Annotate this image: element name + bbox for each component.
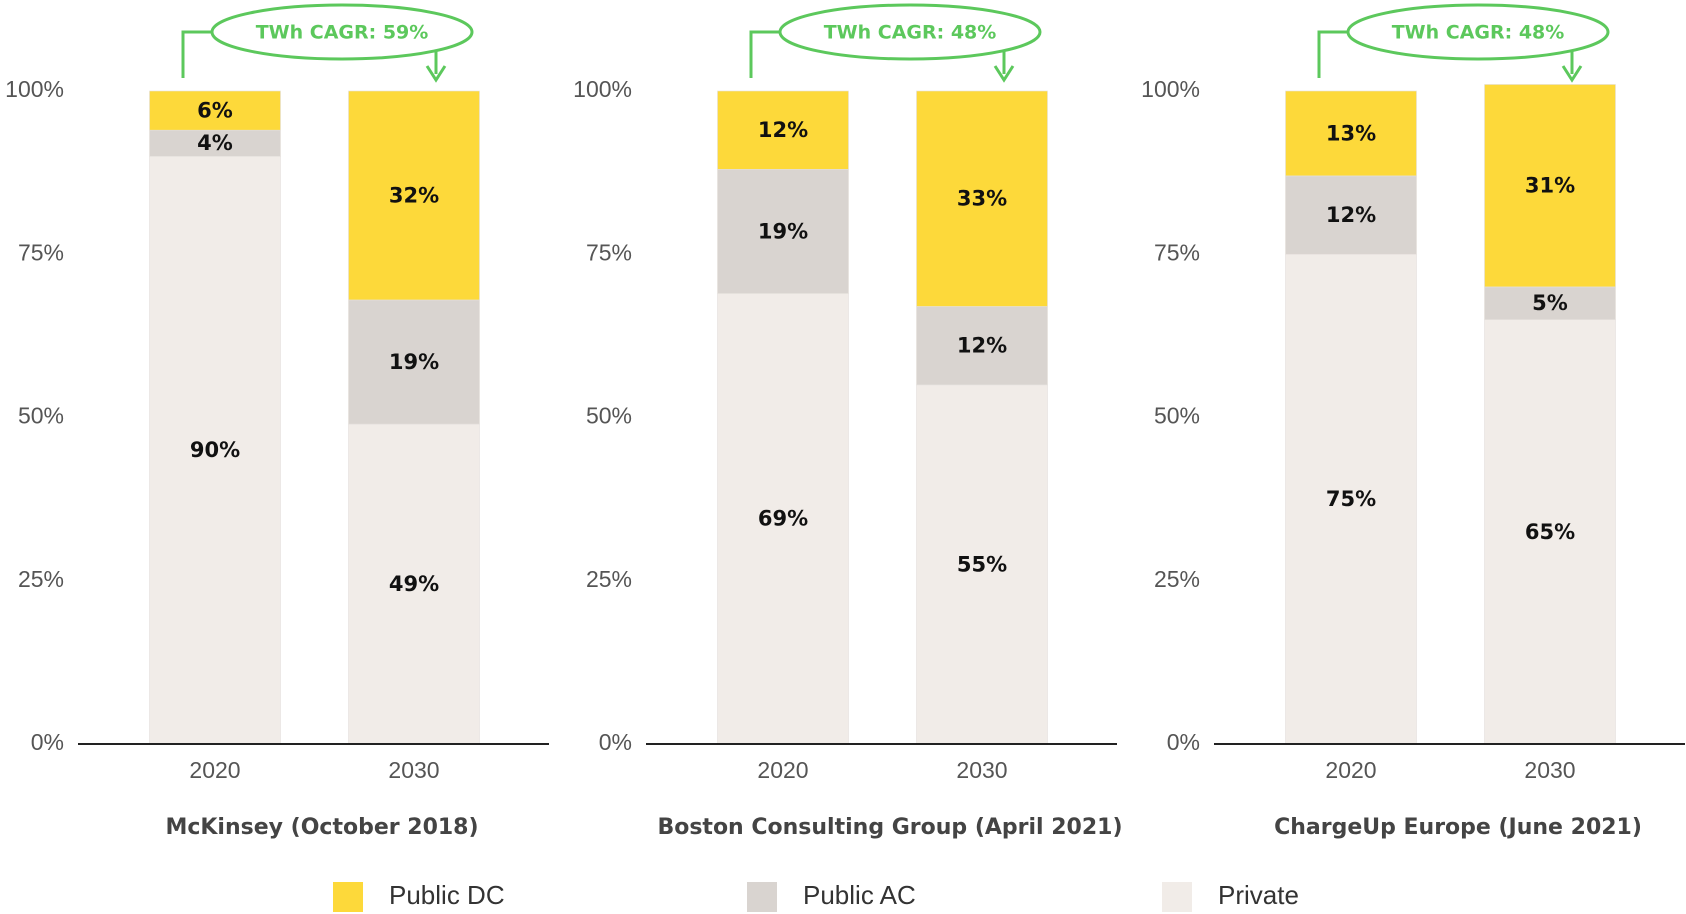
cagr-label: TWh CAGR: 48% <box>1392 22 1565 44</box>
bar-segment <box>1484 286 1616 320</box>
data-label: 12% <box>1326 203 1376 227</box>
cagr-arrowhead <box>425 65 447 83</box>
x-tick-label: 2030 <box>388 757 439 783</box>
data-label: 33% <box>957 187 1007 211</box>
bar-segment <box>916 90 1048 307</box>
cagr-arrowhead <box>993 65 1015 83</box>
bar-segment <box>916 384 1048 745</box>
y-tick-label: 75% <box>1154 239 1200 265</box>
legend-swatch <box>1162 882 1192 912</box>
data-label: 6% <box>197 99 233 123</box>
y-tick-label: 25% <box>586 566 632 592</box>
cagr-arrowhead <box>1561 65 1583 83</box>
x-tick-label: 2020 <box>757 757 808 783</box>
chart-title: ChargeUp Europe (June 2021) <box>1274 815 1642 840</box>
data-label: 12% <box>758 118 808 142</box>
chart-title: McKinsey (October 2018) <box>165 815 478 840</box>
legend-label: Public AC <box>803 880 916 910</box>
y-tick-label: 100% <box>5 76 64 102</box>
bar-segment <box>1484 319 1616 745</box>
y-tick-label: 50% <box>18 403 64 429</box>
data-label: 19% <box>389 350 439 374</box>
cagr-oval <box>1346 3 1610 61</box>
y-tick-label: 25% <box>18 566 64 592</box>
data-label: 49% <box>389 572 439 596</box>
bar-segment <box>149 156 281 745</box>
chart-title: Boston Consulting Group (April 2021) <box>657 815 1122 840</box>
y-tick-label: 100% <box>1141 76 1200 102</box>
data-label: 90% <box>190 438 240 462</box>
x-tick-label: 2020 <box>189 757 240 783</box>
data-label: 4% <box>197 131 233 155</box>
cagr-oval <box>210 3 474 61</box>
data-label: 55% <box>957 552 1007 576</box>
bar-segment <box>717 90 849 170</box>
y-tick-label: 50% <box>586 403 632 429</box>
bar-segment <box>348 90 480 301</box>
legend-swatch <box>747 882 777 912</box>
data-label: 31% <box>1525 174 1575 198</box>
bar-segment <box>348 299 480 425</box>
bar-segment <box>717 169 849 294</box>
bar-segment <box>1285 90 1417 177</box>
data-label: 12% <box>957 334 1007 358</box>
y-tick-label: 100% <box>573 76 632 102</box>
legend-swatch <box>333 882 363 912</box>
bar-segment <box>916 306 1048 386</box>
data-label: 5% <box>1532 291 1568 315</box>
y-tick-label: 25% <box>1154 566 1200 592</box>
y-tick-label: 0% <box>1167 729 1200 755</box>
y-tick-label: 75% <box>586 239 632 265</box>
data-label: 19% <box>758 219 808 243</box>
data-label: 75% <box>1326 487 1376 511</box>
bar-segment <box>1484 84 1616 288</box>
bar-segment <box>1285 175 1417 255</box>
x-tick-label: 2030 <box>1524 757 1575 783</box>
bar-segment <box>149 90 281 131</box>
y-tick-label: 50% <box>1154 403 1200 429</box>
cagr-oval <box>778 3 1042 61</box>
bar-segment <box>149 129 281 157</box>
bar-segment <box>717 293 849 745</box>
y-tick-label: 75% <box>18 239 64 265</box>
data-label: 65% <box>1525 520 1575 544</box>
data-label: 32% <box>389 183 439 207</box>
x-tick-label: 2020 <box>1325 757 1376 783</box>
data-label: 69% <box>758 507 808 531</box>
cagr-label: TWh CAGR: 59% <box>256 22 429 44</box>
x-tick-label: 2030 <box>956 757 1007 783</box>
legend-label: Public DC <box>389 880 505 910</box>
y-tick-label: 0% <box>599 729 632 755</box>
cagr-label: TWh CAGR: 48% <box>824 22 997 44</box>
data-label: 13% <box>1326 121 1376 145</box>
legend-label: Private <box>1218 880 1299 910</box>
y-tick-label: 0% <box>31 729 64 755</box>
bar-segment <box>348 423 480 745</box>
